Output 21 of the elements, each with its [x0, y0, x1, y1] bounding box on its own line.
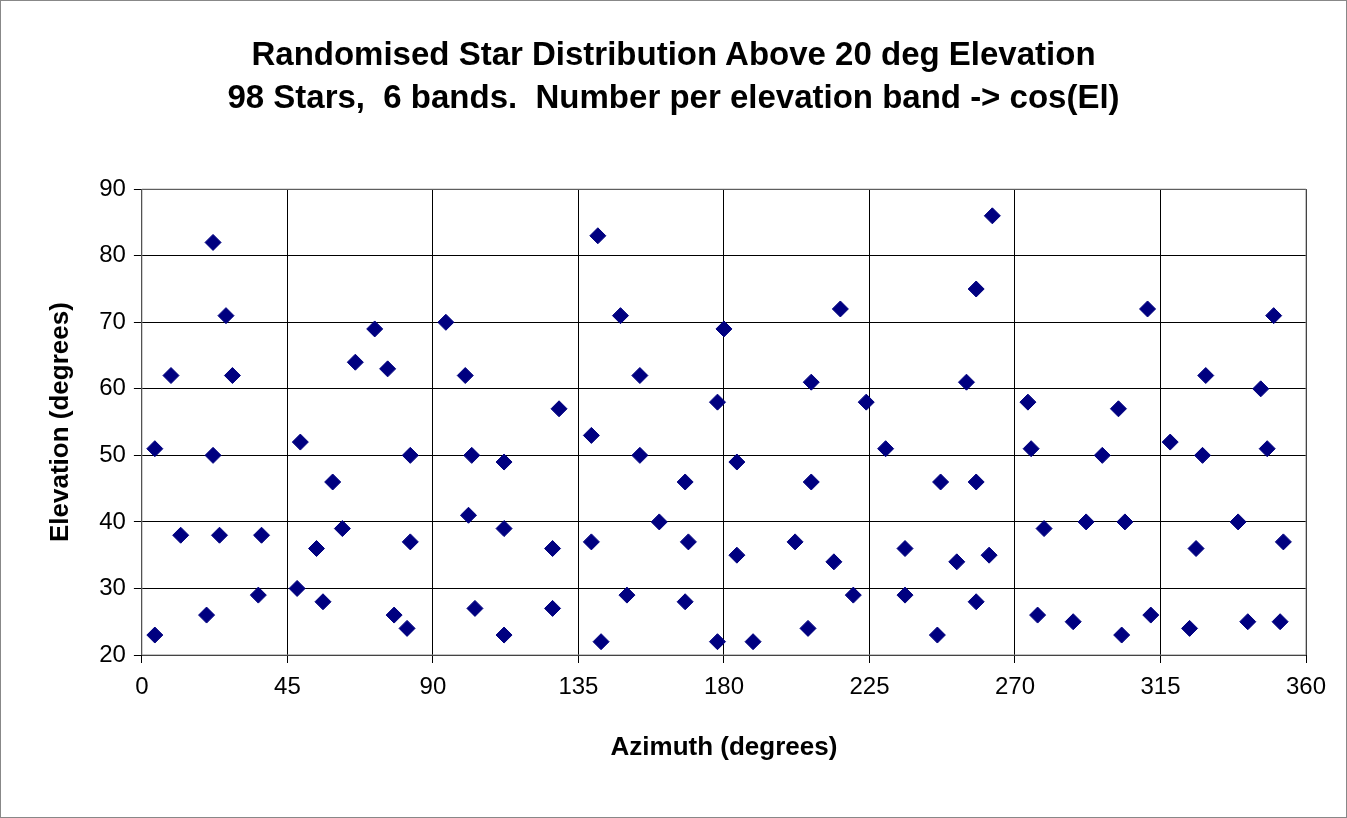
y-tick-label: 80 [99, 240, 126, 268]
y-tick-label: 70 [99, 306, 126, 334]
y-tick-label: 90 [99, 173, 126, 201]
x-tick-label: 225 [849, 672, 890, 700]
x-tick-label: 45 [274, 672, 301, 700]
y-tick-label: 20 [99, 639, 126, 667]
x-tick-label: 360 [1285, 672, 1327, 700]
y-axis-title: Elevation (degrees) [43, 302, 74, 543]
x-axis-title: Azimuth (degrees) [610, 730, 838, 761]
x-tick-label: 315 [1140, 672, 1181, 700]
x-tick-label: 135 [558, 672, 599, 700]
x-tick-label: 180 [703, 672, 744, 700]
x-tick-label: 270 [994, 672, 1035, 700]
y-tick-label: 60 [99, 373, 126, 401]
y-tick-label: 30 [99, 573, 126, 601]
x-tick-label: 0 [135, 672, 149, 700]
y-tick-label: 50 [99, 440, 126, 467]
chart-subtitle: 98 Stars, 6 bands. Number per elevation band -> cos(El) [227, 78, 1120, 116]
x-tick-label: 90 [419, 672, 447, 700]
chart-title: Randomised Star Distribution Above 20 deg Elevation [251, 34, 1096, 72]
y-tick-label: 40 [99, 506, 126, 534]
